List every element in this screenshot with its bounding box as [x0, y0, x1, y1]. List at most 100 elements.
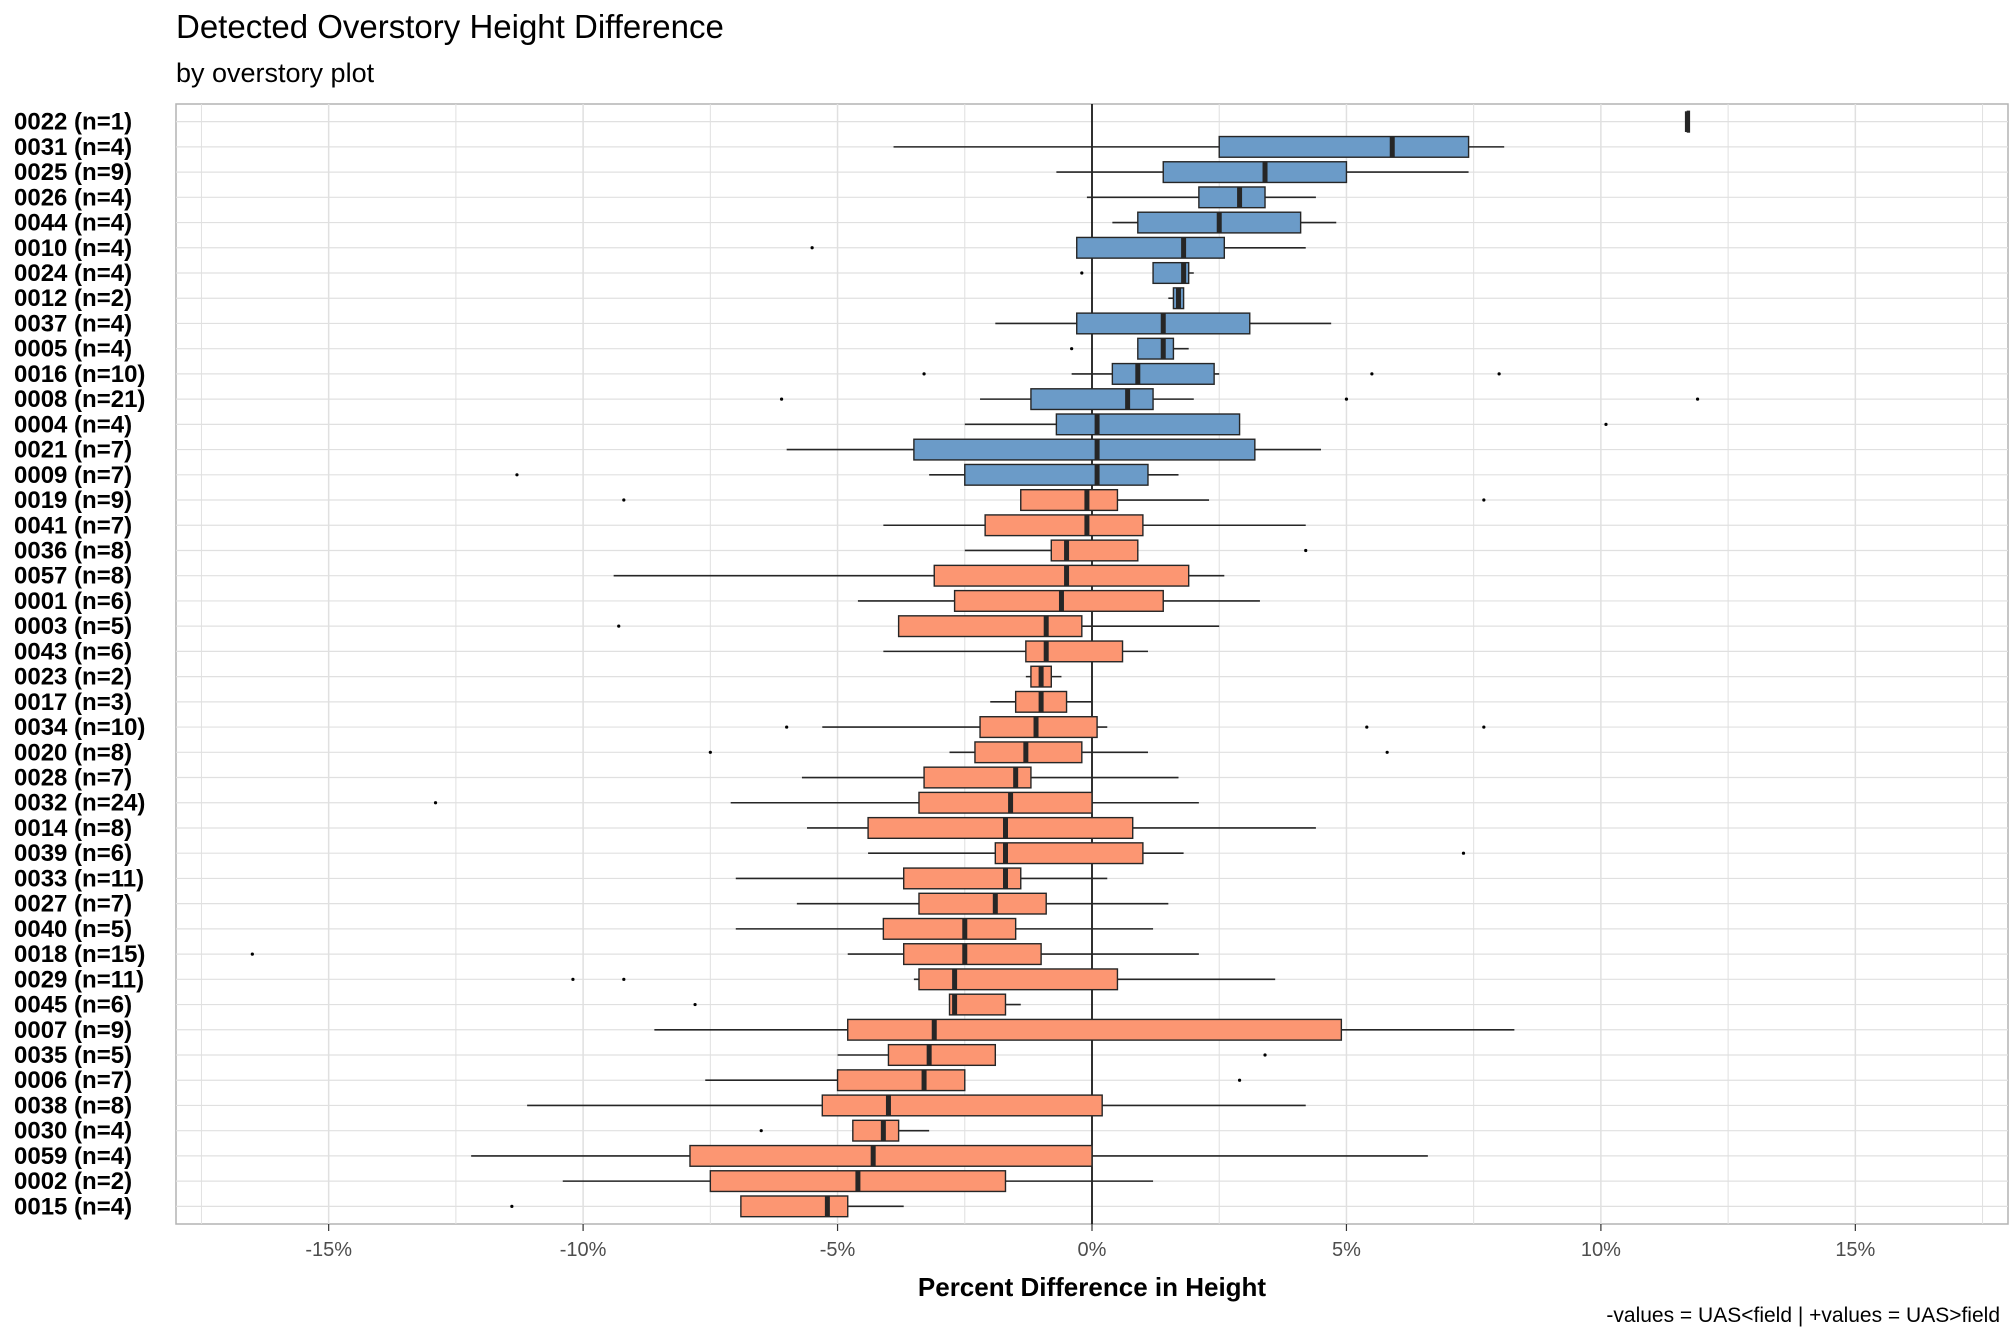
- box-0036: [964, 539, 1308, 562]
- outlier-point: [1365, 725, 1369, 729]
- outlier-point: [1482, 498, 1486, 502]
- x-tick-label: 5%: [1332, 1239, 1361, 1261]
- box-0005: [1070, 337, 1189, 360]
- box: [867, 816, 1134, 840]
- box-0030: [759, 1119, 930, 1142]
- y-label: 0009 (n=7): [14, 462, 132, 489]
- outlier-point: [622, 498, 626, 502]
- box-0010: [810, 236, 1306, 259]
- box-0006: [705, 1069, 1242, 1092]
- box-0015: [510, 1195, 904, 1218]
- box: [852, 1119, 900, 1142]
- box-0014: [807, 816, 1316, 840]
- outlier-point: [779, 397, 784, 401]
- box: [1137, 337, 1175, 360]
- y-label: 0022 (n=1): [14, 109, 132, 136]
- y-label: 0002 (n=2): [14, 1168, 132, 1195]
- box-0004: [964, 413, 1608, 436]
- chart-subtitle: by overstory plot: [176, 58, 375, 88]
- box-0028: [801, 766, 1179, 789]
- box-0045: [693, 993, 1021, 1016]
- outlier-point: [433, 801, 438, 805]
- box-0001: [857, 589, 1260, 612]
- outlier-point: [1497, 372, 1501, 376]
- chart-caption: -values = UAS<field | +values = UAS>fiel…: [1606, 1304, 2000, 1327]
- box-0024: [1080, 261, 1194, 285]
- box-0044: [1112, 211, 1337, 234]
- box-0033: [735, 867, 1108, 890]
- box: [1076, 236, 1226, 259]
- outlier-point: [617, 624, 621, 628]
- outlier-point: [510, 1204, 514, 1208]
- outlier-point: [810, 246, 814, 250]
- outlier-point: [1370, 372, 1374, 376]
- outlier-point: [1263, 1053, 1267, 1057]
- box-0039: [868, 842, 1466, 865]
- y-label: 0031 (n=4): [14, 134, 132, 161]
- outlier-point: [622, 977, 626, 981]
- box: [913, 438, 1256, 461]
- box-0023: [1025, 665, 1062, 688]
- y-label: 0019 (n=9): [14, 487, 132, 514]
- y-label: 0039 (n=6): [14, 840, 132, 867]
- box-0009: [515, 463, 1179, 486]
- box-0059: [471, 1144, 1428, 1167]
- box: [1020, 488, 1119, 512]
- box: [984, 514, 1144, 537]
- box: [740, 1195, 849, 1218]
- chart-title: Detected Overstory Height Difference: [176, 8, 724, 45]
- box-0038: [527, 1094, 1306, 1117]
- outlier-point: [571, 977, 575, 981]
- box: [979, 716, 1098, 739]
- y-label: 0007 (n=9): [14, 1017, 132, 1044]
- y-label: 0037 (n=4): [14, 310, 132, 337]
- box-0035: [837, 1043, 1267, 1067]
- box: [903, 867, 1022, 890]
- y-label: 0014 (n=8): [14, 815, 132, 842]
- y-label: 0041 (n=7): [14, 512, 132, 539]
- box: [1152, 261, 1190, 285]
- box: [1055, 413, 1241, 436]
- box: [1218, 135, 1470, 158]
- box-0057: [613, 564, 1225, 587]
- box: [918, 892, 1047, 915]
- y-label: 0033 (n=11): [14, 865, 144, 892]
- box: [918, 968, 1119, 991]
- y-label: 0040 (n=5): [14, 916, 132, 943]
- box: [882, 917, 1017, 940]
- y-label: 0025 (n=9): [14, 159, 132, 186]
- box-0034: [785, 716, 1486, 739]
- box-0037: [995, 312, 1332, 335]
- box: [994, 842, 1144, 865]
- box: [847, 1018, 1343, 1041]
- y-label: 0004 (n=4): [14, 411, 132, 438]
- box: [1030, 388, 1154, 411]
- y-label: 0016 (n=10): [14, 361, 145, 388]
- y-label: 0018 (n=15): [14, 941, 145, 968]
- box-layer: [250, 110, 1700, 1218]
- y-label: 0034 (n=10): [14, 714, 145, 741]
- outlier-point: [922, 372, 926, 376]
- box-0026: [1086, 186, 1316, 209]
- outlier-point: [759, 1129, 763, 1133]
- x-axis-title: Percent Difference in Height: [918, 1272, 1267, 1302]
- box-0032: [433, 791, 1199, 814]
- y-label: 0036 (n=8): [14, 537, 132, 564]
- outlier-point: [515, 473, 519, 477]
- box-0025: [1056, 161, 1469, 184]
- outlier-point: [1604, 422, 1608, 426]
- x-tick-label: 0%: [1078, 1239, 1107, 1261]
- box-0002: [562, 1170, 1154, 1193]
- y-label: 0006 (n=7): [14, 1067, 132, 1094]
- y-label: 0017 (n=3): [14, 689, 132, 716]
- x-tick-label: 15%: [1835, 1239, 1875, 1261]
- y-axis-labels: 0022 (n=1)0031 (n=4)0025 (n=9)0026 (n=4)…: [14, 109, 145, 1221]
- outlier-point: [693, 1002, 697, 1007]
- y-label: 0010 (n=4): [14, 235, 132, 262]
- box-0020: [708, 741, 1389, 764]
- box-0031: [893, 135, 1505, 158]
- y-label: 0057 (n=8): [14, 563, 132, 590]
- outlier-point: [1695, 397, 1700, 401]
- y-label: 0024 (n=4): [14, 260, 132, 287]
- box-0027: [796, 892, 1169, 915]
